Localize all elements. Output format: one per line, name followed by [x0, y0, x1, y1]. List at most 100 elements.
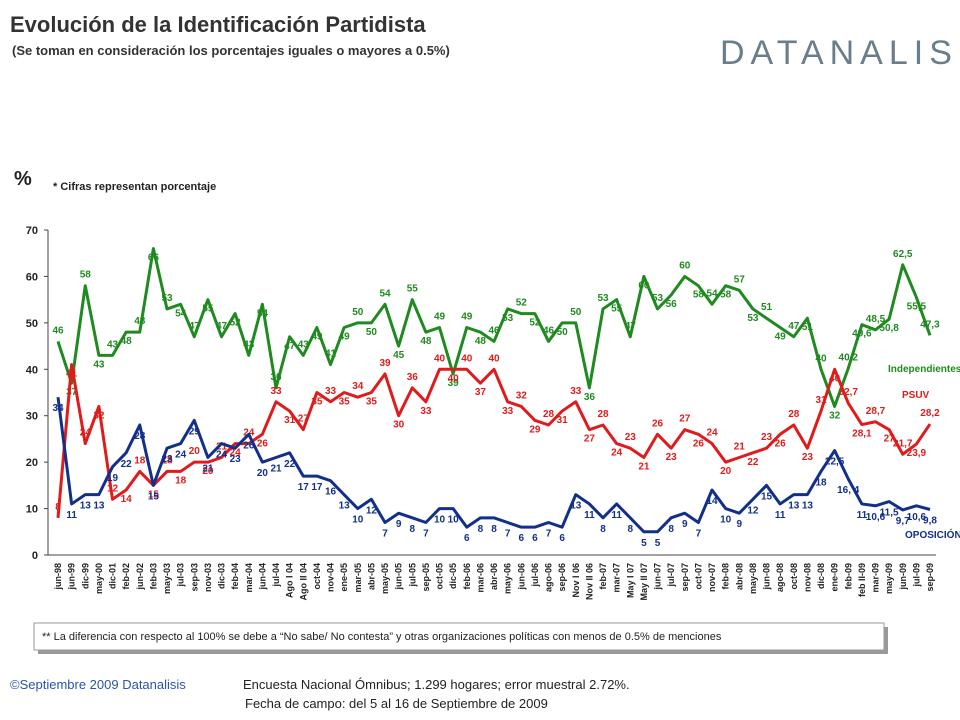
- data-label: 47: [625, 321, 637, 332]
- x-tick-label: mar-05: [353, 563, 363, 593]
- data-label: 40: [448, 373, 460, 384]
- footnote-box: [33, 622, 885, 651]
- data-label: 52: [516, 298, 528, 309]
- data-label: 15: [148, 491, 160, 502]
- data-label: 43: [243, 339, 255, 350]
- data-label: 41: [325, 349, 337, 360]
- series-line: [56, 247, 932, 408]
- data-label: 32,7: [839, 387, 859, 398]
- y-tick-label: 50: [26, 318, 38, 330]
- data-label: 20: [202, 466, 214, 477]
- data-label: 58: [693, 290, 705, 301]
- y-tick-label: 40: [26, 364, 38, 376]
- x-tick-label: jun-02: [135, 563, 145, 591]
- data-label: 39: [379, 358, 391, 369]
- data-label: 13: [93, 501, 105, 512]
- data-label: 21: [734, 442, 746, 453]
- x-tick-label: nov-03: [203, 563, 213, 592]
- data-label: 28: [543, 409, 555, 420]
- x-tick-label: dic-99: [80, 563, 90, 589]
- data-label: 26: [652, 418, 664, 429]
- x-tick-label: mar-09: [871, 563, 881, 593]
- data-label: 7: [546, 529, 552, 540]
- data-label: 48: [121, 336, 133, 347]
- x-tick-label: Ago I 04: [285, 563, 295, 598]
- data-label: 13: [339, 501, 351, 512]
- data-label: 46: [488, 325, 500, 336]
- data-label: 53: [747, 313, 759, 324]
- x-tick-label: oct-05: [435, 563, 445, 590]
- data-label: 23: [230, 454, 242, 465]
- data-label: 8: [491, 524, 497, 535]
- x-tick-label: ene-09: [830, 563, 840, 592]
- data-label: 9: [396, 519, 402, 530]
- x-tick-label: sep-05: [421, 563, 431, 592]
- data-label: 21: [216, 442, 228, 453]
- data-label: 35: [311, 397, 323, 408]
- data-label: 49: [461, 312, 473, 323]
- data-label: 8: [627, 524, 633, 535]
- x-tick-label: mar-07: [612, 563, 622, 593]
- data-label: 8: [409, 524, 415, 535]
- data-label: 9,8: [923, 516, 937, 527]
- data-label: 47,3: [920, 319, 940, 330]
- x-tick-label: sep-09: [925, 563, 935, 592]
- data-label: 37: [66, 387, 78, 398]
- data-label: 54: [706, 288, 718, 299]
- footnote: ** La diferencia con respecto al 100% se…: [42, 631, 722, 643]
- data-label: 62,5: [893, 249, 913, 260]
- data-label: 28,7: [866, 406, 886, 417]
- x-tick-label: nov-07: [707, 563, 717, 592]
- x-tick-label: jul-05: [407, 563, 417, 588]
- data-label: 17: [311, 482, 323, 493]
- data-label: 7: [505, 529, 511, 540]
- data-label: 10: [448, 515, 460, 526]
- x-tick-label: may-05: [380, 563, 390, 594]
- data-label: 32: [93, 410, 105, 421]
- data-label: 40,2: [839, 352, 859, 363]
- data-label: 12: [747, 505, 759, 516]
- data-label: 27: [679, 414, 691, 425]
- data-label: 53: [597, 293, 609, 304]
- x-tick-label: Nov II 06: [584, 563, 594, 600]
- data-label: 45: [393, 350, 405, 361]
- series-name: OPOSICIÓN: [905, 528, 960, 541]
- data-label: 9,7: [896, 516, 910, 527]
- x-tick-label: feb II-09: [857, 563, 867, 597]
- data-label: 31: [557, 415, 569, 426]
- data-label: 56: [666, 299, 678, 310]
- data-label: 20: [257, 468, 269, 479]
- data-label: 6: [518, 533, 524, 544]
- data-label: 12: [366, 505, 378, 516]
- data-label: 30: [393, 420, 405, 431]
- x-tick-label: jun-07: [653, 563, 663, 591]
- data-label: 50: [570, 307, 582, 318]
- data-label: 40: [434, 353, 446, 364]
- data-label: 55: [202, 304, 214, 315]
- x-tick-label: jun-05: [394, 563, 404, 591]
- data-label: 32: [516, 390, 528, 401]
- x-tick-label: oct-04: [312, 563, 322, 590]
- data-label: 21,7: [893, 438, 913, 449]
- data-label: 12: [107, 483, 119, 494]
- data-label: 13: [788, 501, 800, 512]
- data-label: 11: [775, 510, 786, 521]
- x-tick-label: feb-06: [462, 563, 472, 590]
- data-label: 46: [52, 325, 64, 336]
- data-label: 23: [161, 454, 173, 465]
- data-label: 11: [584, 510, 595, 521]
- y-tick-label: 30: [26, 411, 38, 423]
- x-tick-label: jul-03: [176, 563, 186, 588]
- data-label: 40: [815, 353, 827, 364]
- data-label: 43: [107, 339, 119, 350]
- x-tick-label: nov-04: [326, 563, 336, 592]
- y-tick-label: 70: [26, 225, 38, 237]
- data-label: 17: [298, 482, 310, 493]
- x-tick-label: feb-09: [843, 563, 853, 590]
- title: Evolución de la Identificación Partidist…: [10, 12, 426, 37]
- data-label: 33: [570, 386, 582, 397]
- data-label: 23: [802, 452, 814, 463]
- data-label: 15: [148, 489, 160, 500]
- x-tick-label: jun-08: [762, 563, 772, 591]
